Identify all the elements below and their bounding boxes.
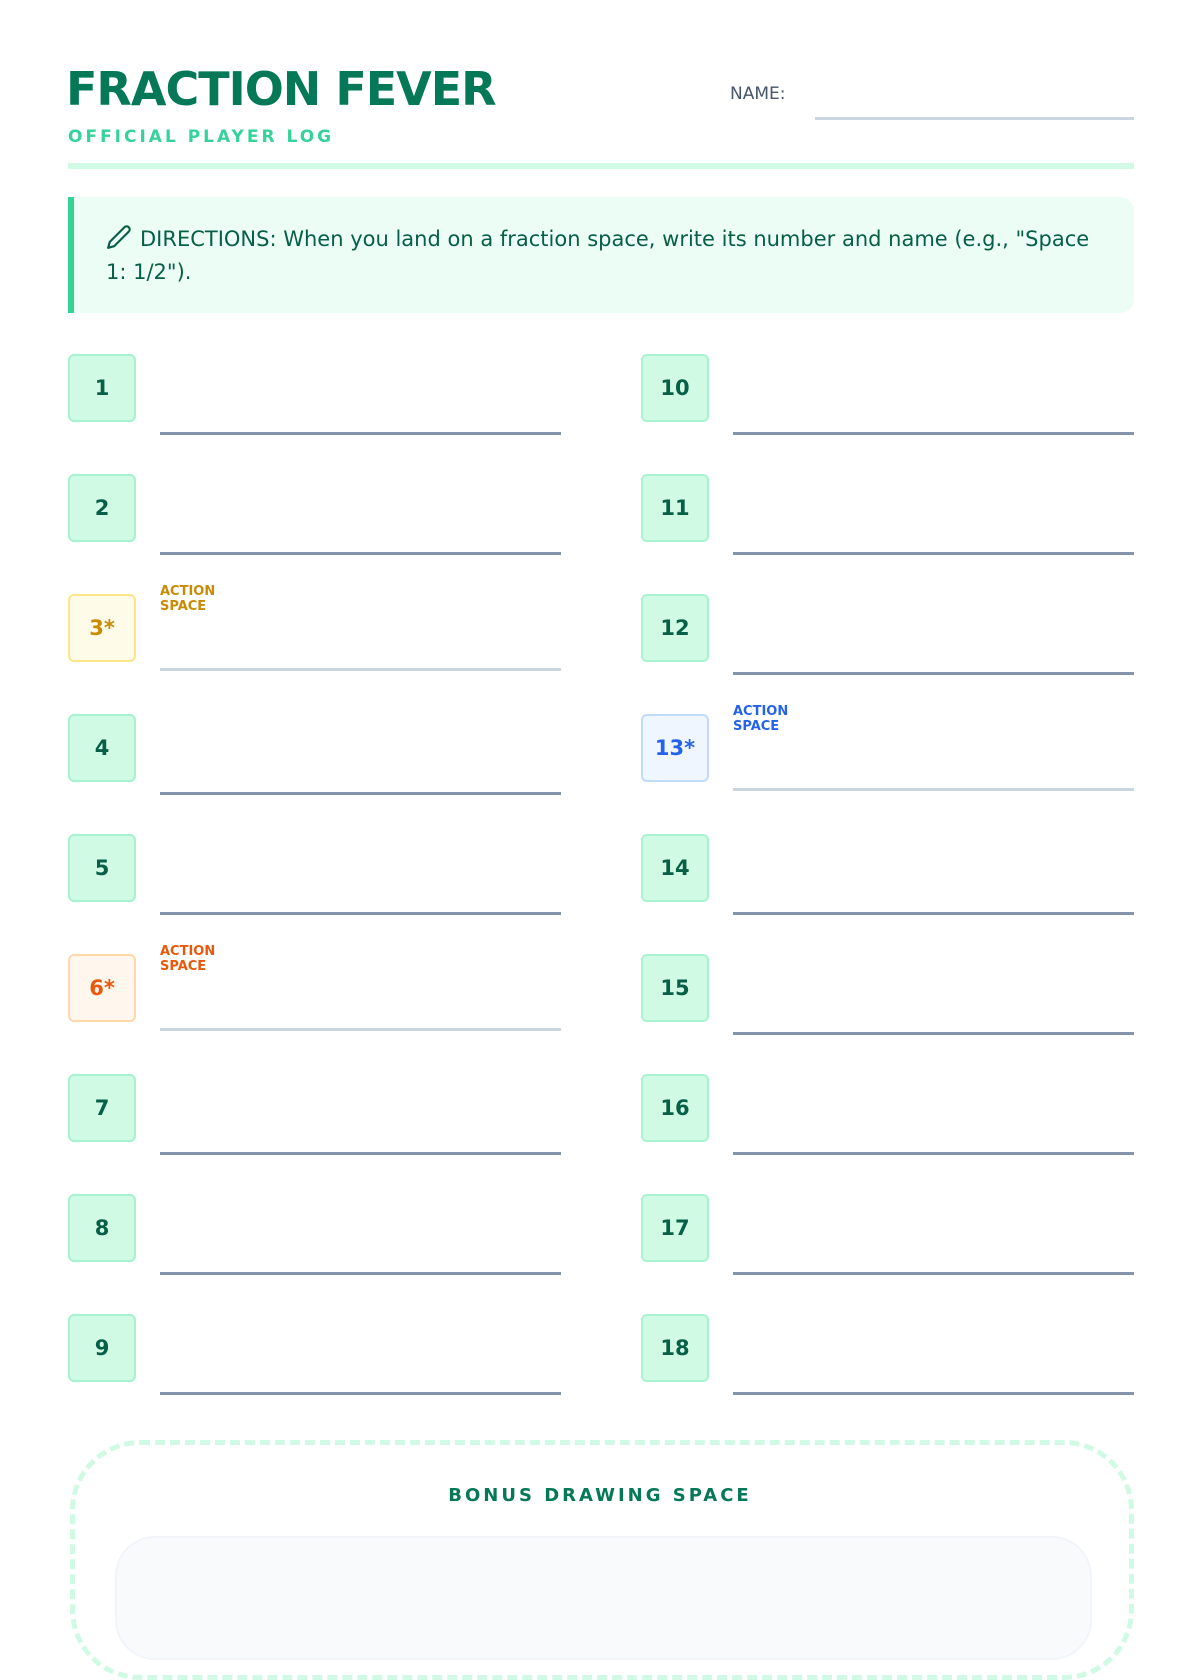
- name-label: NAME:: [730, 84, 786, 104]
- page-subtitle: OFFICIAL PLAYER LOG: [68, 127, 335, 147]
- directions-box: DIRECTIONS: When you land on a fraction …: [68, 197, 1134, 313]
- header-divider: [68, 163, 1134, 169]
- answer-line[interactable]: [733, 912, 1134, 915]
- space-number: 16: [641, 1074, 709, 1142]
- space-number: 17: [641, 1194, 709, 1262]
- name-field[interactable]: [815, 117, 1134, 120]
- answer-line[interactable]: [733, 432, 1134, 435]
- space-number: 5: [68, 834, 136, 902]
- space-number: 14: [641, 834, 709, 902]
- answer-line[interactable]: [160, 552, 561, 555]
- page-title: FRACTION FEVER: [66, 62, 497, 116]
- pencil-icon: [107, 225, 131, 249]
- action-space-label: ACTION SPACE: [160, 584, 216, 614]
- answer-line[interactable]: [733, 552, 1134, 555]
- answer-line[interactable]: [160, 1392, 561, 1395]
- space-number: 15: [641, 954, 709, 1022]
- action-space-label: ACTION SPACE: [733, 704, 789, 734]
- answer-line[interactable]: [160, 1028, 561, 1031]
- space-number: 7: [68, 1074, 136, 1142]
- space-number: 13*: [641, 714, 709, 782]
- space-number: 12: [641, 594, 709, 662]
- answer-line[interactable]: [733, 1032, 1134, 1035]
- space-number: 1: [68, 354, 136, 422]
- answer-line[interactable]: [733, 672, 1134, 675]
- space-number: 11: [641, 474, 709, 542]
- answer-line[interactable]: [733, 1392, 1134, 1395]
- space-number: 3*: [68, 594, 136, 662]
- drawing-area[interactable]: [115, 1536, 1092, 1660]
- space-number: 9: [68, 1314, 136, 1382]
- answer-line[interactable]: [733, 1152, 1134, 1155]
- space-number: 6*: [68, 954, 136, 1022]
- action-space-label: ACTION SPACE: [160, 944, 216, 974]
- answer-line[interactable]: [160, 912, 561, 915]
- answer-line[interactable]: [160, 1272, 561, 1275]
- directions-text: DIRECTIONS: When you land on a fraction …: [106, 227, 1090, 284]
- space-number: 4: [68, 714, 136, 782]
- space-number: 18: [641, 1314, 709, 1382]
- answer-line[interactable]: [160, 432, 561, 435]
- space-number: 10: [641, 354, 709, 422]
- answer-line[interactable]: [733, 788, 1134, 791]
- answer-line[interactable]: [160, 1152, 561, 1155]
- answer-line[interactable]: [160, 668, 561, 671]
- answer-line[interactable]: [160, 792, 561, 795]
- bonus-title: BONUS DRAWING SPACE: [448, 1485, 752, 1506]
- space-number: 2: [68, 474, 136, 542]
- space-number: 8: [68, 1194, 136, 1262]
- answer-line[interactable]: [733, 1272, 1134, 1275]
